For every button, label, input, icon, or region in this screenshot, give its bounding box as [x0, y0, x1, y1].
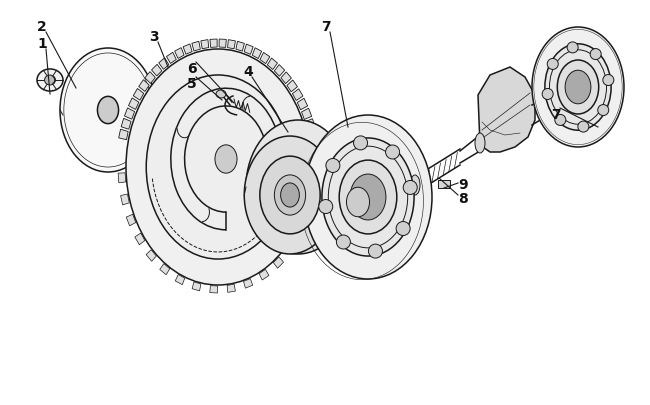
Polygon shape: [267, 59, 278, 70]
Ellipse shape: [598, 105, 609, 116]
Polygon shape: [118, 173, 125, 183]
Polygon shape: [133, 89, 144, 101]
Ellipse shape: [274, 175, 306, 215]
Ellipse shape: [557, 61, 599, 115]
Ellipse shape: [532, 28, 624, 148]
Ellipse shape: [246, 121, 350, 254]
Ellipse shape: [244, 137, 336, 254]
Polygon shape: [121, 119, 131, 130]
Ellipse shape: [215, 145, 237, 174]
Polygon shape: [160, 264, 170, 275]
Ellipse shape: [146, 76, 290, 259]
Polygon shape: [478, 68, 535, 153]
Ellipse shape: [326, 159, 340, 173]
Text: 8: 8: [458, 192, 468, 205]
Polygon shape: [210, 40, 217, 48]
Polygon shape: [175, 49, 184, 59]
Polygon shape: [227, 284, 235, 293]
Text: 1: 1: [37, 37, 47, 51]
Polygon shape: [192, 282, 201, 291]
Polygon shape: [305, 119, 315, 130]
Ellipse shape: [542, 89, 553, 100]
Polygon shape: [210, 286, 218, 293]
Ellipse shape: [318, 200, 333, 214]
Ellipse shape: [565, 71, 591, 104]
Ellipse shape: [350, 175, 386, 220]
Polygon shape: [159, 59, 169, 70]
Ellipse shape: [304, 116, 432, 279]
Ellipse shape: [567, 43, 578, 54]
Ellipse shape: [396, 222, 410, 236]
Ellipse shape: [339, 161, 396, 234]
Polygon shape: [121, 194, 129, 205]
Polygon shape: [252, 49, 262, 60]
Ellipse shape: [37, 70, 63, 92]
Polygon shape: [292, 90, 303, 101]
Ellipse shape: [555, 115, 566, 126]
Polygon shape: [135, 234, 145, 245]
Ellipse shape: [45, 76, 55, 86]
Text: 3: 3: [150, 30, 159, 44]
Ellipse shape: [578, 122, 589, 133]
Ellipse shape: [603, 75, 614, 86]
Ellipse shape: [557, 85, 569, 113]
Polygon shape: [129, 99, 139, 110]
Ellipse shape: [354, 136, 367, 151]
Ellipse shape: [547, 59, 558, 70]
Polygon shape: [176, 275, 185, 285]
Ellipse shape: [126, 50, 310, 285]
Ellipse shape: [545, 45, 611, 131]
Polygon shape: [227, 40, 235, 50]
Polygon shape: [192, 42, 200, 52]
Ellipse shape: [60, 49, 156, 173]
Polygon shape: [138, 81, 150, 92]
Polygon shape: [281, 73, 291, 84]
Ellipse shape: [98, 97, 118, 124]
Polygon shape: [286, 242, 296, 254]
Polygon shape: [296, 224, 306, 236]
Ellipse shape: [475, 134, 485, 153]
Polygon shape: [244, 279, 253, 288]
Text: 5: 5: [187, 77, 197, 91]
Polygon shape: [236, 42, 244, 52]
Polygon shape: [308, 130, 317, 141]
Ellipse shape: [346, 188, 369, 217]
Text: 2: 2: [37, 20, 47, 34]
Polygon shape: [304, 205, 313, 216]
Polygon shape: [145, 72, 155, 84]
Ellipse shape: [385, 146, 400, 160]
Polygon shape: [274, 65, 285, 77]
Polygon shape: [146, 250, 156, 262]
Polygon shape: [151, 65, 162, 77]
Ellipse shape: [369, 245, 382, 258]
Polygon shape: [297, 99, 307, 111]
Polygon shape: [119, 130, 128, 140]
Ellipse shape: [590, 49, 601, 60]
Polygon shape: [274, 257, 283, 269]
Polygon shape: [302, 109, 311, 120]
Polygon shape: [260, 53, 270, 64]
Polygon shape: [183, 45, 192, 55]
Ellipse shape: [322, 139, 414, 256]
Polygon shape: [287, 81, 298, 92]
Polygon shape: [244, 45, 253, 55]
Text: 7: 7: [551, 108, 561, 122]
Text: 7: 7: [321, 20, 331, 34]
Polygon shape: [126, 215, 136, 226]
Bar: [438, 181, 450, 189]
Polygon shape: [166, 53, 176, 64]
Ellipse shape: [410, 175, 420, 196]
Polygon shape: [201, 40, 209, 49]
Text: 6: 6: [187, 62, 197, 76]
Ellipse shape: [216, 91, 226, 99]
Ellipse shape: [281, 183, 300, 207]
Polygon shape: [124, 109, 135, 120]
Polygon shape: [259, 270, 269, 280]
Polygon shape: [219, 40, 226, 48]
Ellipse shape: [403, 181, 417, 195]
Ellipse shape: [260, 157, 320, 234]
Text: 9: 9: [458, 177, 468, 192]
Ellipse shape: [337, 235, 350, 249]
Text: 4: 4: [243, 65, 253, 79]
